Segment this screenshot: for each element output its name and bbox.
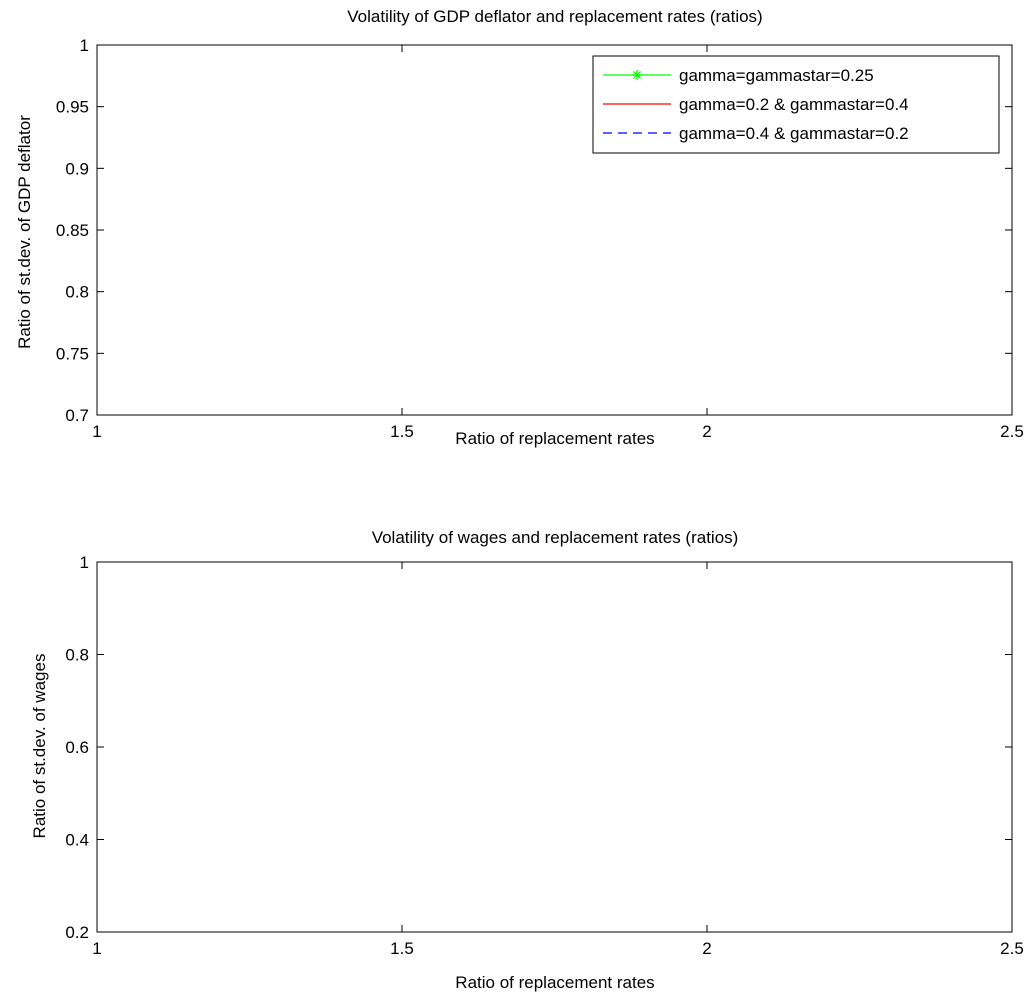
wages-chart: Volatility of wages and replacement rate… [30, 528, 1024, 992]
legend-label: gamma=0.4 & gammastar=0.2 [679, 124, 909, 143]
x-axis-label: Ratio of replacement rates [455, 973, 654, 992]
chart-title: Volatility of wages and replacement rate… [372, 528, 739, 547]
legend-entry: gamma=gammastar=0.25 [603, 66, 874, 85]
legend-entry: gamma=0.2 & gammastar=0.4 [603, 95, 909, 114]
y-tick-label: 0.95 [56, 98, 89, 117]
y-tick-label: 1 [80, 36, 89, 55]
y-tick-label: 0.7 [65, 406, 89, 425]
x-tick-label: 1.5 [390, 939, 414, 958]
y-tick-label: 0.4 [65, 831, 89, 850]
legend-label: gamma=gammastar=0.25 [679, 66, 874, 85]
legend-label: gamma=0.2 & gammastar=0.4 [679, 95, 909, 114]
y-tick-label: 0.75 [56, 344, 89, 363]
x-tick-label: 1 [92, 939, 101, 958]
y-tick-label: 0.8 [65, 283, 89, 302]
y-tick-label: 0.85 [56, 221, 89, 240]
legend-entry: gamma=0.4 & gammastar=0.2 [603, 124, 909, 143]
legend-marker [632, 70, 642, 80]
x-tick-label: 2 [702, 422, 711, 441]
y-tick-label: 0.6 [65, 738, 89, 757]
legend: gamma=gammastar=0.25 gamma=0.2 & gammasta… [592, 55, 1000, 154]
gdp-deflator-chart: Volatility of GDP deflator and replaceme… [15, 7, 1024, 448]
x-tick-label: 2 [702, 939, 711, 958]
x-tick-label: 1 [92, 422, 101, 441]
y-axis-label: Ratio of st.dev. of GDP deflator [15, 115, 34, 349]
x-axis-label: Ratio of replacement rates [455, 429, 654, 448]
x-tick-label: 1.5 [390, 422, 414, 441]
x-tick-label: 2.5 [1000, 939, 1024, 958]
chart-title: Volatility of GDP deflator and replaceme… [347, 7, 762, 26]
axis-frame [96, 561, 1013, 933]
y-axis-label: Ratio of st.dev. of wages [30, 654, 49, 839]
y-tick-label: 1 [80, 553, 89, 572]
x-tick-label: 2.5 [1000, 422, 1024, 441]
y-tick-label: 0.9 [65, 159, 89, 178]
y-tick-label: 0.2 [65, 923, 89, 942]
y-tick-label: 0.8 [65, 646, 89, 665]
